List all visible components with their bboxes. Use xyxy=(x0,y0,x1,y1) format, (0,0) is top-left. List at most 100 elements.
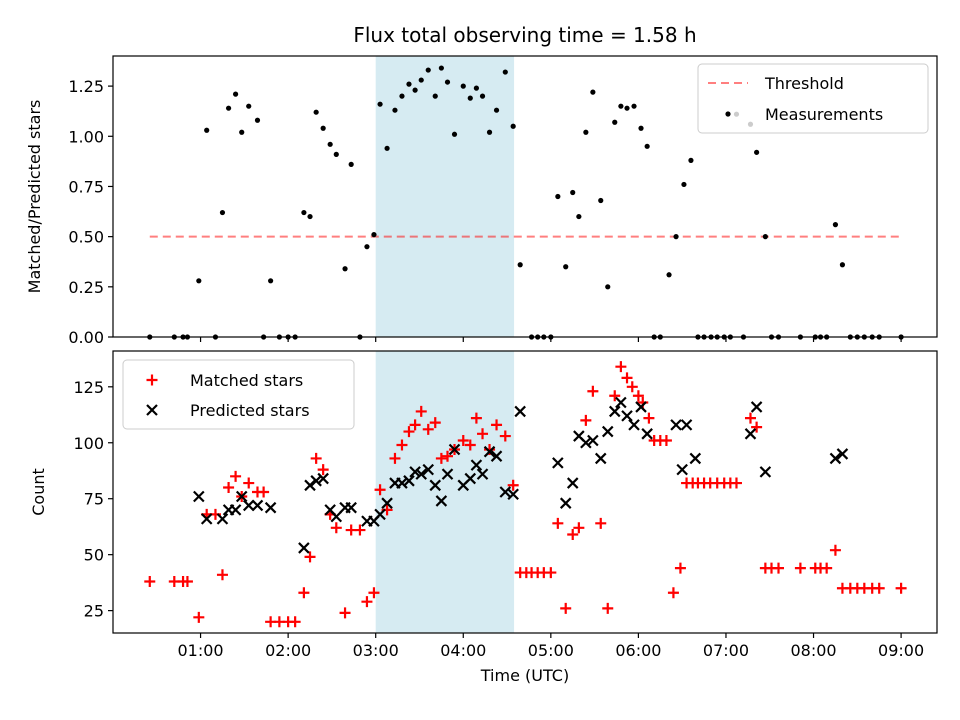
measurement-point xyxy=(392,107,398,113)
measurement-point xyxy=(570,189,576,196)
measurement-point xyxy=(612,119,618,125)
matched-star-point xyxy=(821,562,833,574)
y-tick-label: 50 xyxy=(84,546,104,565)
matched-star-point xyxy=(794,562,806,574)
measurement-point xyxy=(555,193,561,200)
predicted-star-point xyxy=(448,443,461,456)
predicted-star-point xyxy=(251,499,264,512)
matched-star-point xyxy=(354,524,366,536)
matched-star-point xyxy=(499,430,511,442)
measurement-point xyxy=(605,284,611,290)
matched-star-point xyxy=(667,587,679,599)
y-tick-label: 100 xyxy=(73,434,104,453)
matched-star-point xyxy=(422,423,434,435)
predicted-star-point xyxy=(422,463,435,476)
observing-window-band xyxy=(375,56,515,337)
matched-star-point xyxy=(587,385,599,397)
measurement-point xyxy=(412,87,418,93)
matched-star-point xyxy=(330,522,342,534)
matched-star-point xyxy=(368,587,380,599)
measurement-point xyxy=(196,278,202,284)
matched-star-point xyxy=(595,517,607,529)
predicted-star-point xyxy=(310,475,322,487)
matched-star-point xyxy=(457,435,469,447)
predicted-star-point xyxy=(499,486,512,498)
predicted-star-point xyxy=(750,401,763,413)
legend-measurement-swatch xyxy=(725,111,731,117)
predicted-star-point xyxy=(552,457,564,469)
matched-star-point xyxy=(216,569,228,581)
predicted-star-point xyxy=(476,468,489,480)
measurement-point xyxy=(204,127,210,133)
matched-star-point xyxy=(289,616,301,628)
y-tick-label: 125 xyxy=(73,378,104,397)
predicted-star-point xyxy=(435,495,448,507)
predicted-star-point xyxy=(415,468,428,480)
predicted-star-point xyxy=(216,513,229,525)
predicted-star-point xyxy=(298,542,310,554)
measurement-point xyxy=(432,93,438,99)
legend-predicted-label: Predicted stars xyxy=(190,401,310,420)
matched-star-point xyxy=(602,602,614,614)
predicted-star-point xyxy=(829,452,842,465)
y-axis-label: Matched/Predicted stars xyxy=(25,100,44,294)
measurement-point xyxy=(590,89,596,95)
matched-star-point xyxy=(464,439,476,451)
matched-star-point xyxy=(560,602,572,614)
legend-predicted-swatch xyxy=(146,404,158,416)
predicted-star-point xyxy=(330,510,343,523)
matched-star-point xyxy=(829,544,841,556)
legend-box xyxy=(122,359,355,430)
matched-star-point xyxy=(744,412,756,424)
legend-measurement-label: Measurements xyxy=(765,105,883,124)
matched-star-point xyxy=(144,576,156,588)
x-tick-label: 09:00 xyxy=(878,641,924,660)
measurement-point xyxy=(502,69,508,75)
x-tick-label: 07:00 xyxy=(703,641,749,660)
matched-star-point xyxy=(193,611,205,623)
predicted-star-point xyxy=(242,499,255,512)
y-tick-label: 25 xyxy=(84,602,104,621)
legend-matched-swatch xyxy=(146,374,158,386)
predicted-star-point xyxy=(601,425,614,438)
measurement-point xyxy=(473,85,480,91)
predicted-star-point xyxy=(580,436,592,449)
predicted-star-point xyxy=(396,477,408,489)
matched-star-point xyxy=(730,477,742,489)
x-tick-label: 01:00 xyxy=(178,641,224,660)
y-tick-label: 0.00 xyxy=(68,328,104,347)
measurement-point xyxy=(839,262,846,268)
matched-star-point xyxy=(243,477,255,489)
predicted-star-point xyxy=(759,466,772,478)
matched-star-point xyxy=(389,452,401,464)
matched-star-point xyxy=(470,412,482,424)
matched-star-point xyxy=(573,522,585,534)
matched-star-point xyxy=(429,417,441,429)
legend-threshold-label: Threshold xyxy=(764,74,844,93)
x-tick-label: 03:00 xyxy=(353,641,399,660)
matched-star-point xyxy=(361,596,373,608)
matched-star-point xyxy=(615,361,627,373)
x-tick-label: 02:00 xyxy=(265,641,311,660)
matched-star-point xyxy=(552,517,564,529)
x-tick-label: 04:00 xyxy=(440,641,486,660)
measurement-point xyxy=(673,234,679,240)
measurement-point xyxy=(406,81,412,87)
y-tick-label: 0.75 xyxy=(68,177,104,196)
bottom-panel-counts: 01:00 02:00 03:00 04:00 05:00 06:00 07:00 08:00… xyxy=(29,350,938,685)
matched-star-point xyxy=(181,576,193,588)
measurement-point xyxy=(225,105,232,111)
predicted-star-point xyxy=(689,452,702,465)
predicted-star-point xyxy=(464,472,477,485)
chart-title: Flux total observing time = 1.58 h xyxy=(353,23,696,47)
matched-star-point xyxy=(507,479,519,491)
matched-star-point xyxy=(415,405,427,417)
measurement-point xyxy=(438,65,444,71)
measurement-point xyxy=(493,107,500,113)
predicted-star-point xyxy=(641,428,653,440)
predicted-star-point xyxy=(608,405,621,418)
measurement-point xyxy=(313,109,319,115)
measurement-point xyxy=(486,129,493,135)
predicted-star-point xyxy=(621,410,633,422)
predicted-star-point xyxy=(559,497,572,509)
